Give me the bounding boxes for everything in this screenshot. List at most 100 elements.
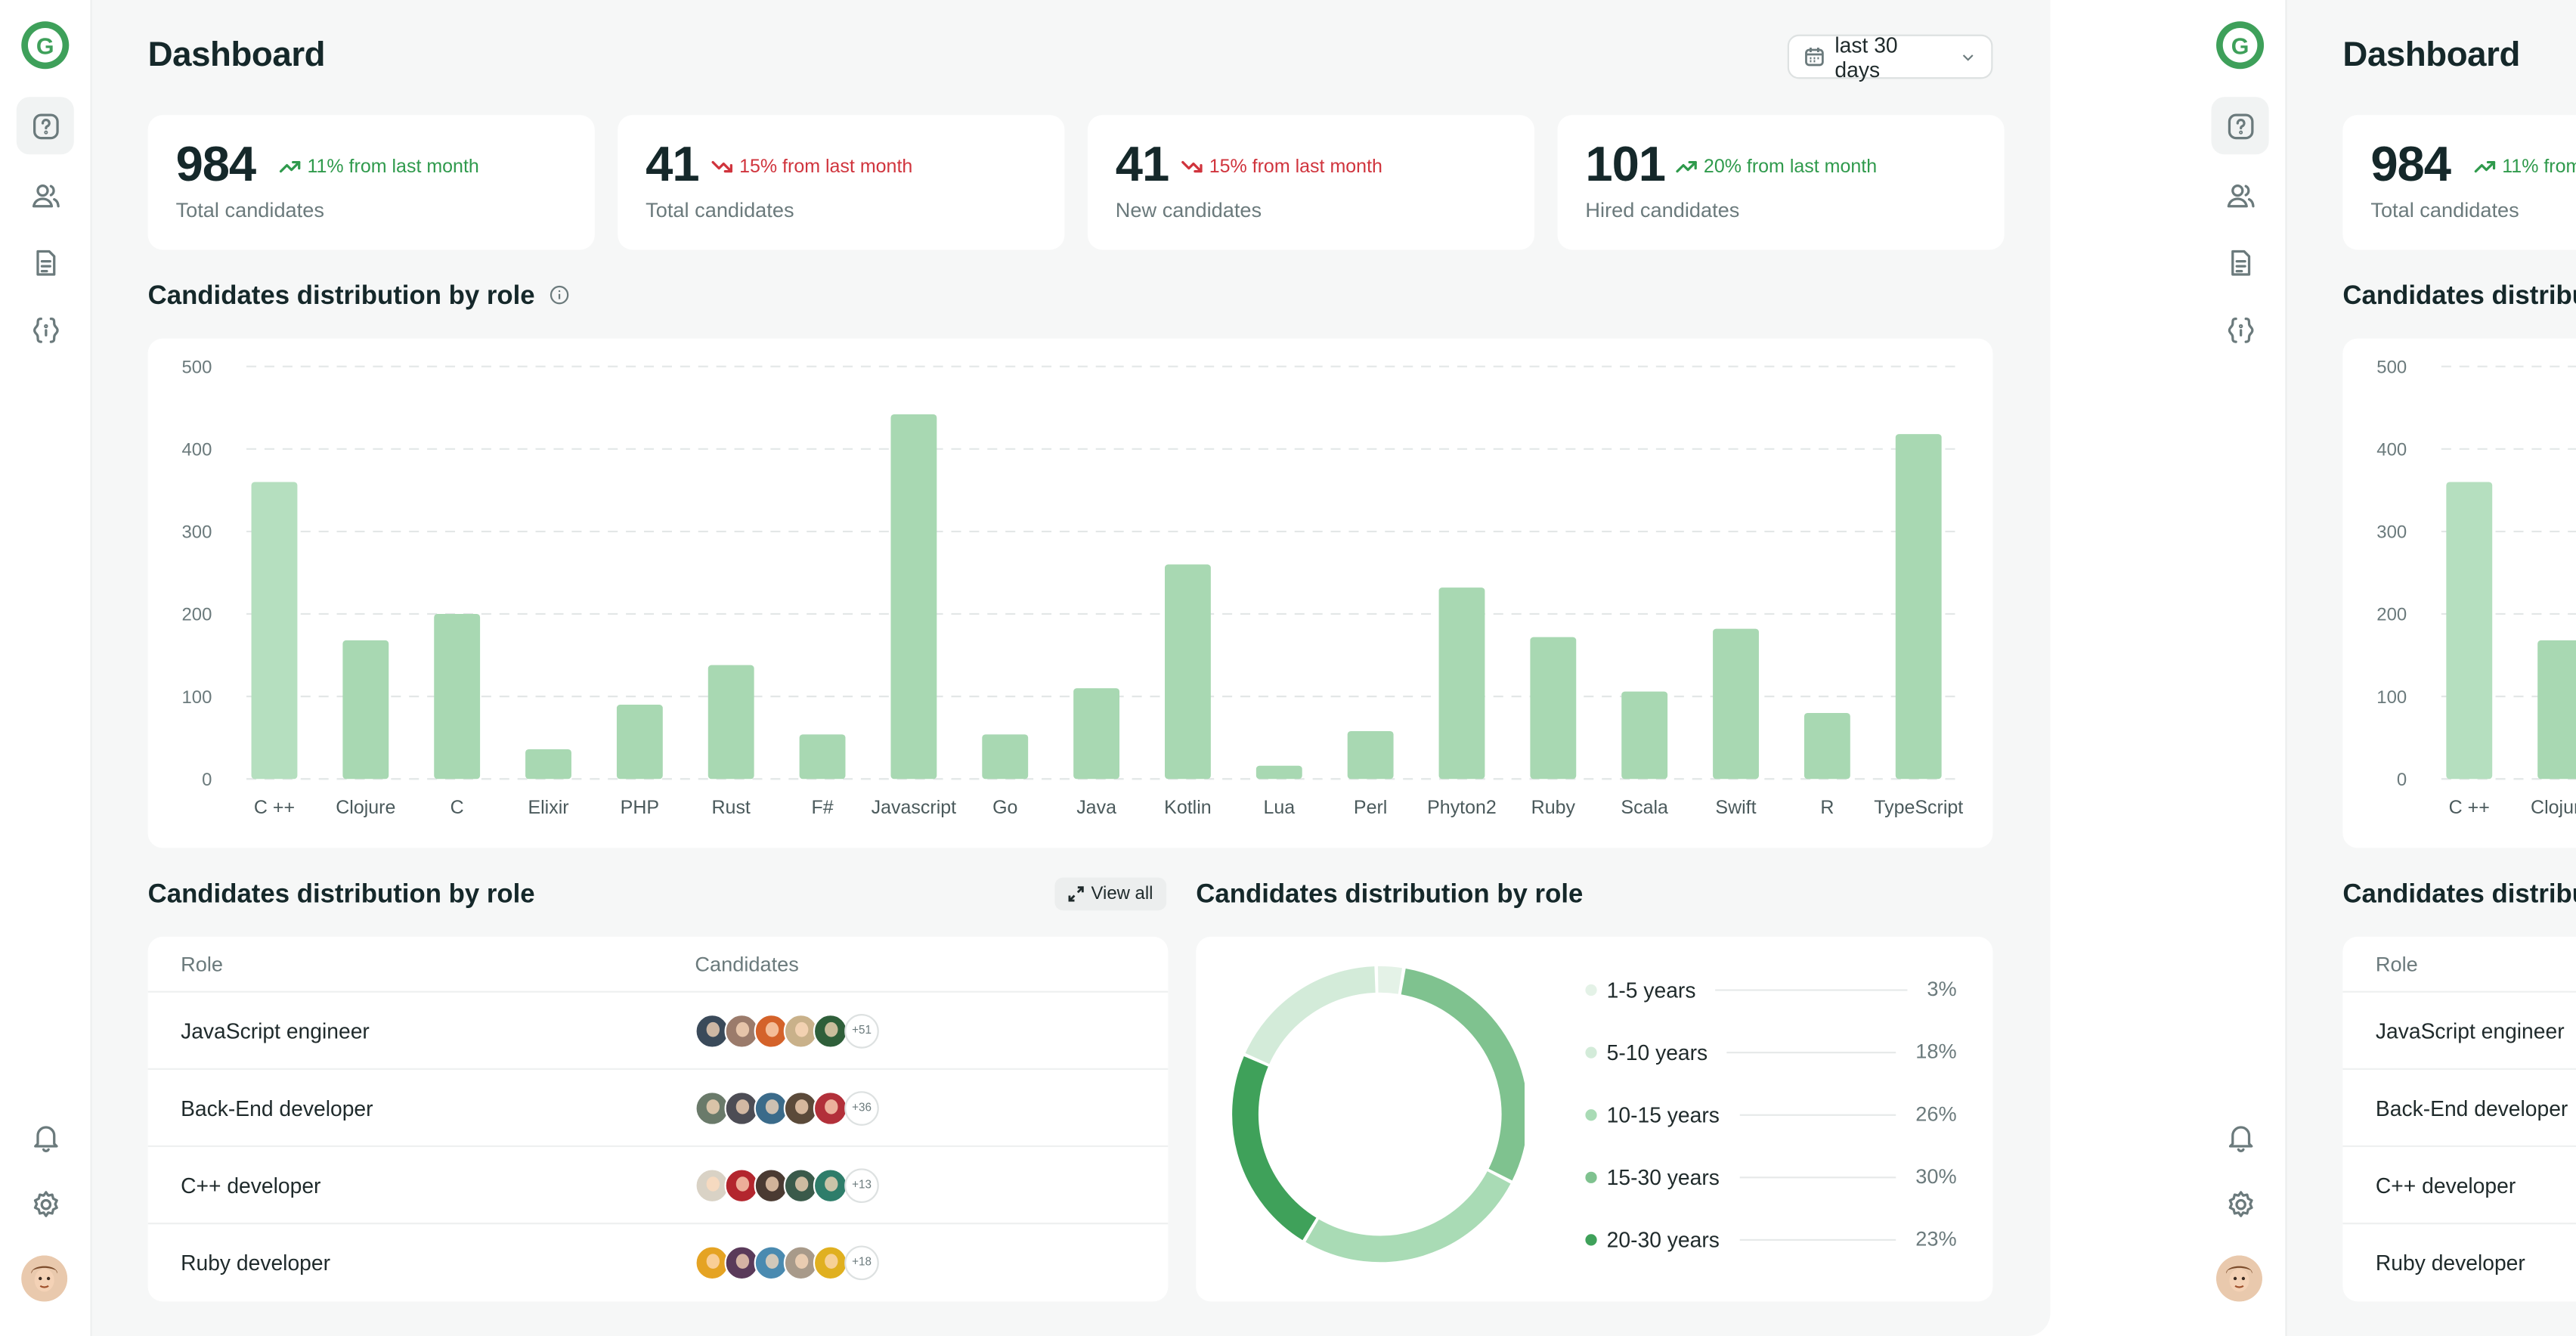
candidate-avatar[interactable] — [754, 1012, 789, 1048]
date-range-dropdown[interactable]: last 30 days — [1787, 32, 1993, 82]
bar-c-[interactable] — [251, 482, 298, 780]
nav-help-icon[interactable] — [2211, 97, 2269, 155]
legend-percent: 23% — [1915, 1227, 1957, 1251]
legend-dot — [1585, 1108, 1597, 1121]
notification-bell-icon[interactable] — [17, 1108, 74, 1165]
legend-leader-line — [1738, 1113, 1896, 1115]
settings-gear-icon[interactable] — [17, 1175, 74, 1232]
table-row[interactable]: JavaScript engineer — [2342, 993, 2576, 1070]
table-row[interactable]: JavaScript engineer +51 — [147, 993, 1169, 1070]
table-row[interactable]: Ruby developer +18 — [148, 1224, 1169, 1301]
x-tick-label: Javascript — [872, 797, 957, 818]
more-count-badge[interactable]: +18 — [844, 1245, 879, 1281]
role-name: Back-End developer — [181, 1095, 373, 1121]
bar-java[interactable] — [1073, 688, 1120, 780]
stat-card-total-2: 41 15% from last month Total candidates — [618, 115, 1065, 250]
bar-php[interactable] — [616, 705, 663, 780]
x-tick-label: C — [450, 797, 464, 818]
view-all-button[interactable]: View all — [1054, 877, 1167, 911]
table-row[interactable]: C++ developer — [2342, 1147, 2576, 1225]
candidate-avatars: +36 — [695, 1090, 879, 1125]
legend-label: 15-30 years — [1606, 1164, 1720, 1189]
y-tick-label: 500 — [2376, 357, 2407, 377]
bar-r[interactable] — [1804, 712, 1850, 780]
nav-document-icon[interactable] — [2212, 234, 2269, 291]
bar-perl[interactable] — [1347, 730, 1394, 780]
more-count-badge[interactable]: +51 — [844, 1012, 879, 1048]
table-header: Role Candidates — [147, 937, 1169, 993]
user-avatar[interactable] — [21, 1255, 68, 1302]
bar-phyton2[interactable] — [1438, 587, 1485, 780]
legend-item: 15-30 years 30% — [1585, 1164, 1957, 1190]
candidate-avatar[interactable] — [754, 1245, 789, 1281]
role-name: C++ developer — [2375, 1172, 2516, 1198]
bar-ruby[interactable] — [1530, 637, 1577, 780]
app-logo[interactable]: G — [2216, 21, 2265, 70]
user-avatar[interactable] — [2216, 1255, 2262, 1302]
bar-rust[interactable] — [707, 665, 754, 780]
nav-help-icon[interactable] — [16, 97, 74, 155]
candidate-avatar[interactable] — [724, 1090, 760, 1125]
candidate-avatar[interactable] — [813, 1090, 848, 1125]
info-icon[interactable] — [549, 284, 570, 305]
bar-elixir[interactable] — [525, 749, 571, 780]
more-count-badge[interactable]: +13 — [844, 1167, 879, 1202]
y-tick-label: 400 — [182, 439, 212, 460]
bar-clojure[interactable] — [342, 640, 389, 780]
bar-lua[interactable] — [1255, 765, 1302, 780]
column-header-candidates: Candidates — [695, 952, 799, 975]
settings-gear-icon[interactable] — [2212, 1175, 2269, 1232]
table-title: Candidates distribution by role — [2342, 880, 2576, 909]
candidate-avatar[interactable] — [783, 1012, 819, 1048]
x-tick-label: Elixir — [528, 797, 568, 818]
candidate-avatar[interactable] — [695, 1012, 730, 1048]
nav-users-icon[interactable] — [17, 166, 74, 224]
candidate-avatar[interactable] — [724, 1012, 760, 1048]
bar-c-[interactable] — [2446, 482, 2493, 780]
bar-c[interactable] — [434, 614, 481, 780]
nav-code-icon[interactable] — [2212, 301, 2269, 358]
candidate-avatar[interactable] — [754, 1090, 789, 1125]
more-count-badge[interactable]: +36 — [844, 1090, 879, 1125]
candidate-avatar[interactable] — [783, 1090, 819, 1125]
table-row[interactable]: Back-End developer +36 — [147, 1070, 1169, 1148]
table-row[interactable]: C++ developer +13 — [147, 1147, 1169, 1225]
bar-typescript[interactable] — [1895, 434, 1942, 780]
bar-javascript[interactable] — [890, 414, 937, 780]
bar-swift[interactable] — [1713, 628, 1759, 780]
bar-scala[interactable] — [1621, 691, 1668, 780]
donut-segment-1-5-years[interactable] — [1232, 966, 1525, 1263]
x-tick-label: Kotlin — [1164, 797, 1212, 818]
candidate-avatar[interactable] — [724, 1245, 760, 1281]
x-tick-label: Lua — [1263, 797, 1295, 818]
legend-dot — [1585, 983, 1597, 996]
trend-down-icon — [1181, 160, 1203, 173]
app-logo[interactable]: G — [21, 21, 70, 70]
expand-icon — [1068, 886, 1085, 902]
candidate-avatar[interactable] — [813, 1245, 848, 1281]
chevron-down-icon — [1963, 54, 1974, 60]
table-row[interactable]: Ruby developer — [2342, 1224, 2576, 1301]
bar-kotlin[interactable] — [1165, 564, 1211, 780]
bar-go[interactable] — [982, 734, 1029, 780]
legend-label: 5-10 years — [1606, 1039, 1708, 1065]
stat-label: Total candidates — [175, 198, 324, 222]
candidate-avatar[interactable] — [695, 1245, 730, 1281]
candidate-avatar[interactable] — [724, 1167, 760, 1202]
candidate-avatar[interactable] — [813, 1167, 848, 1202]
candidate-avatar[interactable] — [813, 1012, 848, 1048]
notification-bell-icon[interactable] — [2212, 1108, 2269, 1165]
table-row[interactable]: Back-End developer — [2342, 1070, 2576, 1148]
bar-f-[interactable] — [799, 734, 846, 780]
donut-segment-15-30-years[interactable] — [1224, 958, 1525, 1270]
legend-dot — [1585, 1046, 1597, 1058]
nav-users-icon[interactable] — [2212, 166, 2269, 224]
bar-chart-title: Candidates distribution by role — [2342, 282, 2576, 311]
logo-letter: G — [27, 27, 63, 63]
x-tick-label: C ++ — [254, 797, 295, 818]
nav-code-icon[interactable] — [17, 301, 74, 358]
nav-document-icon[interactable] — [17, 234, 74, 291]
bar-clojure[interactable] — [2537, 640, 2576, 780]
donut-segment-10-15-years[interactable] — [1198, 937, 1525, 1297]
